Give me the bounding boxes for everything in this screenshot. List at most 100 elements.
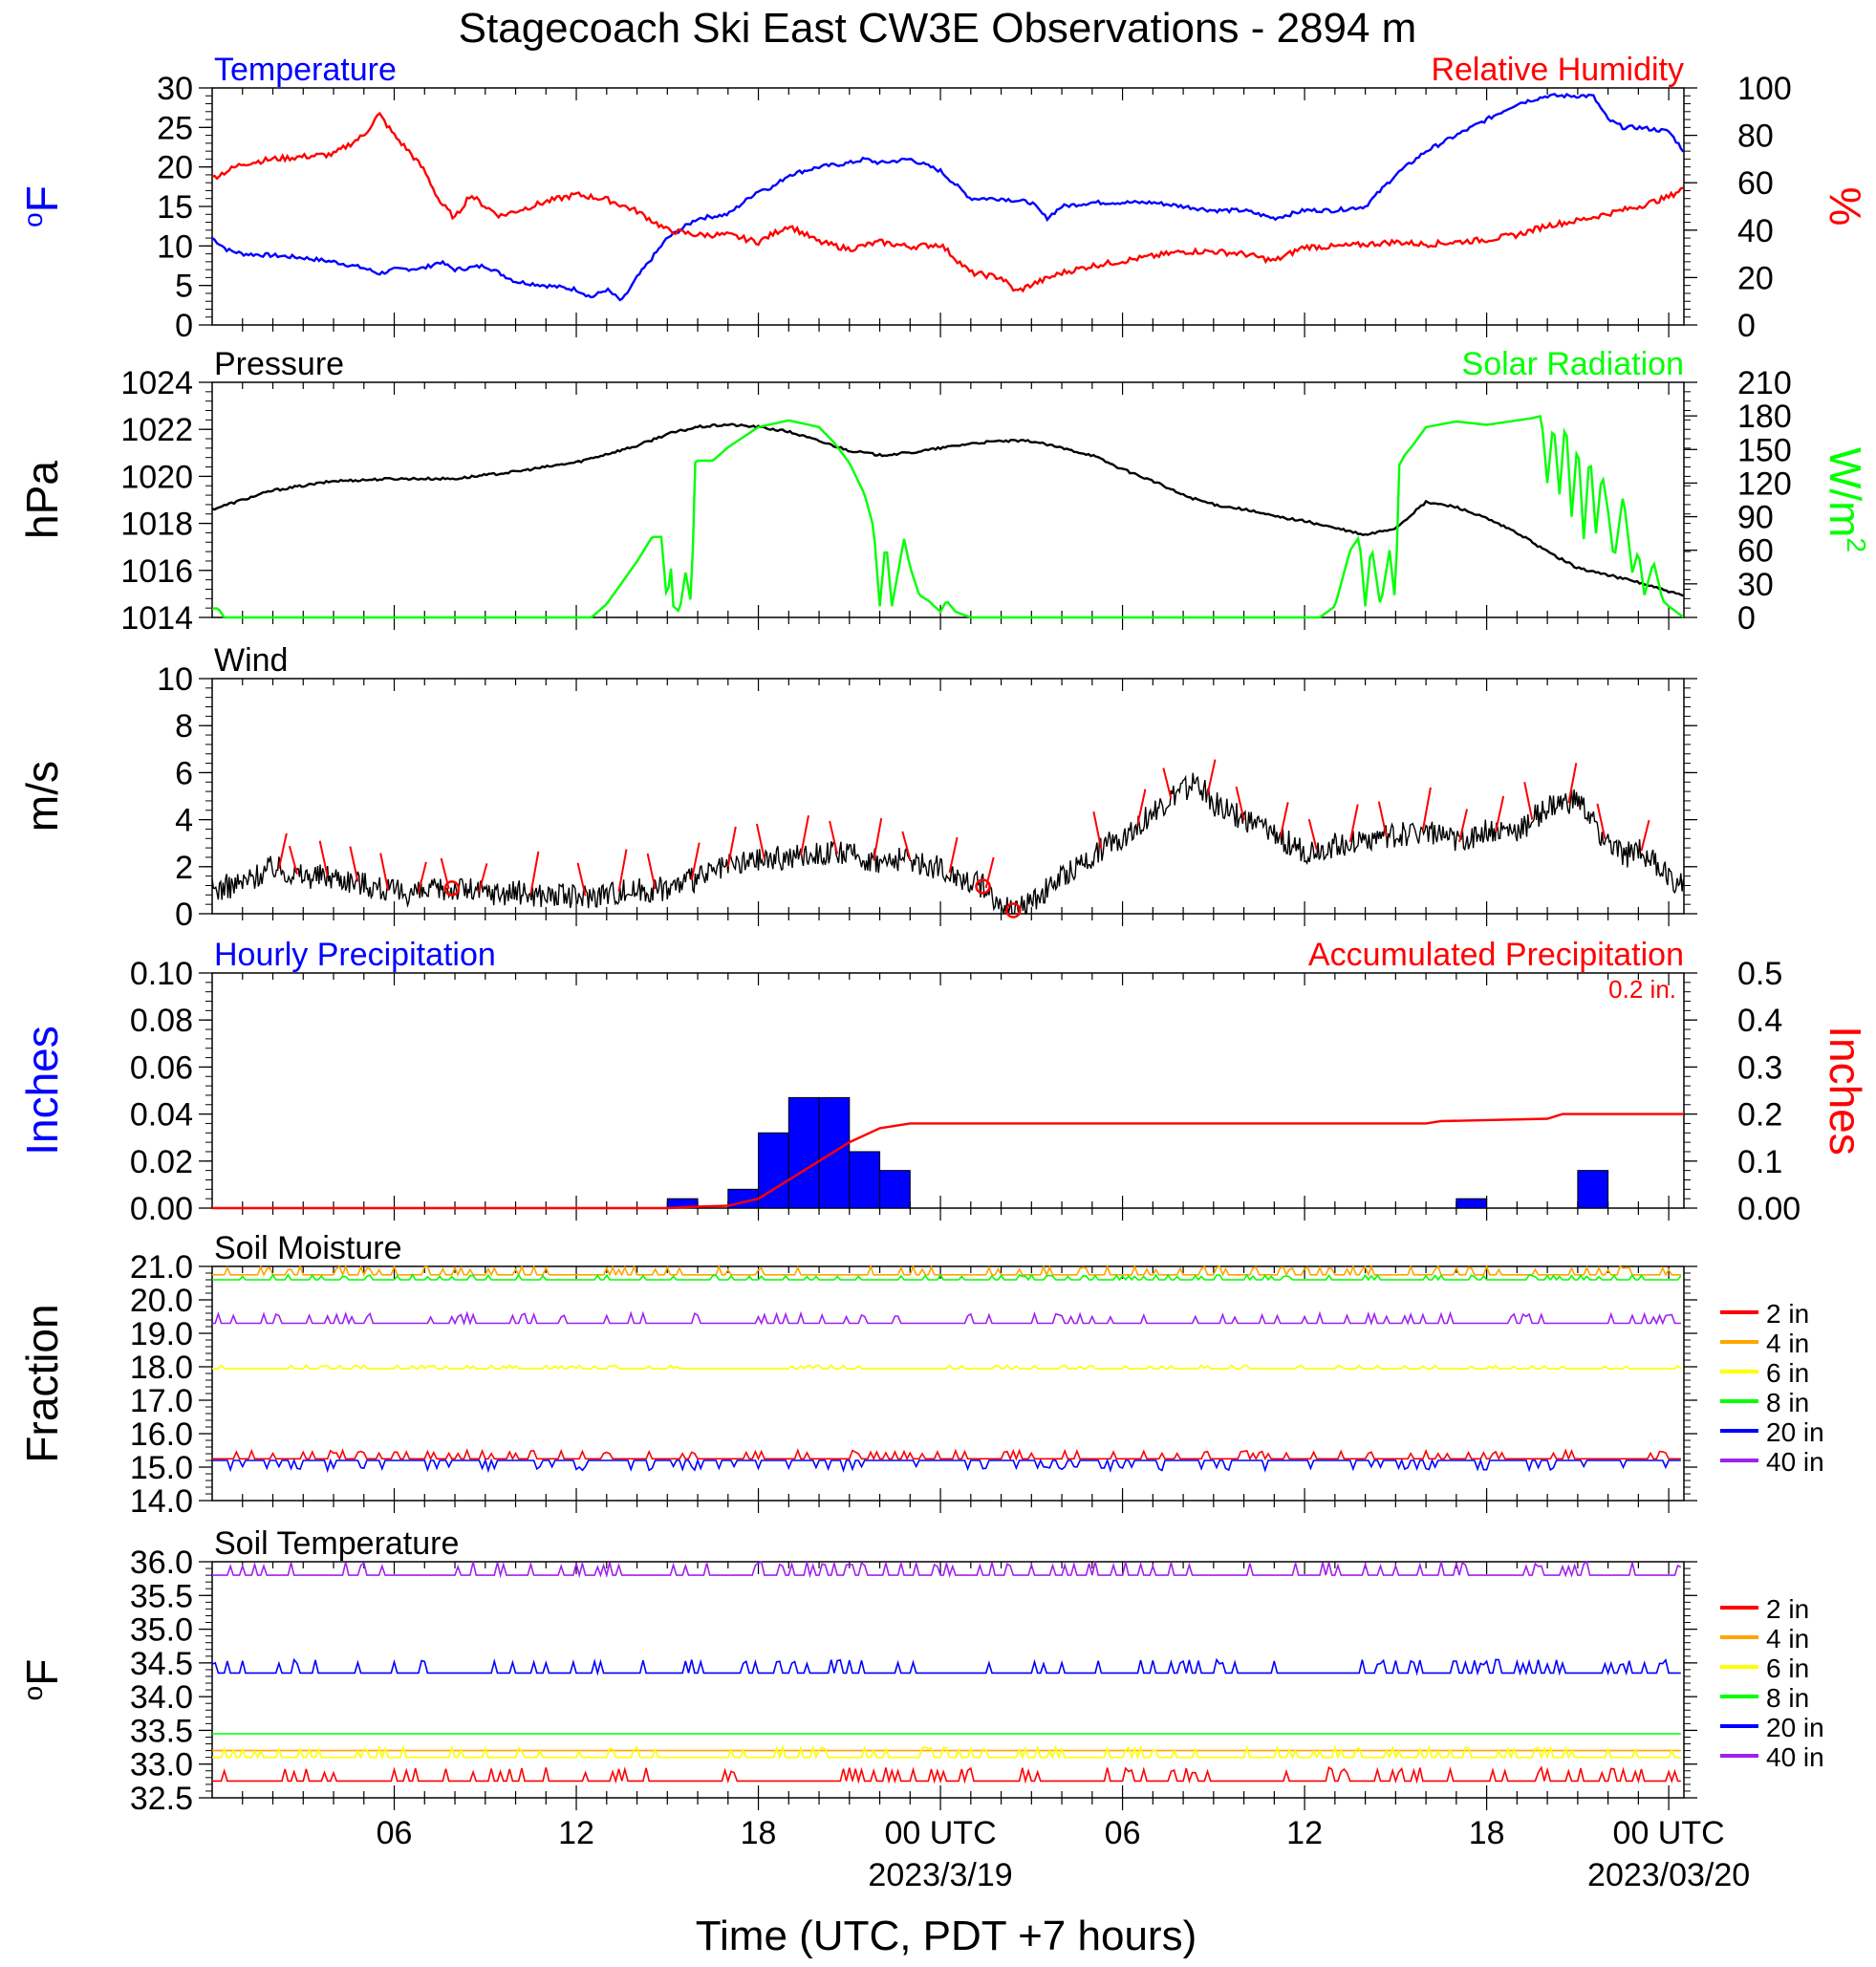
y-axis-label-left: hPa (17, 461, 67, 539)
y-right-tick-label: 150 (1737, 432, 1792, 468)
wind-barb (690, 842, 701, 881)
series-pressure (211, 422, 1684, 597)
wind-barb (1136, 789, 1147, 825)
wind-barb (800, 814, 809, 856)
wind-barb (318, 840, 329, 876)
panel-title-left: Temperature (214, 52, 397, 88)
legend-label: 20 in (1766, 1713, 1824, 1742)
panel-title-right: Accumulated Precipitation (1308, 937, 1684, 973)
wind-barb (1495, 795, 1505, 832)
wind-barb (379, 853, 390, 892)
series-20-in (212, 1458, 1681, 1474)
panel-title-left: Soil Moisture (214, 1230, 402, 1266)
y-tick-label: 34.5 (130, 1646, 193, 1682)
y-tick-label: 0.00 (130, 1191, 193, 1227)
wind-barb (1162, 767, 1173, 799)
y-tick-label: 16.0 (130, 1416, 193, 1453)
panel-frame (211, 87, 1685, 326)
y-right-tick-label: 40 (1737, 213, 1774, 249)
wind-barb (1567, 763, 1578, 804)
wind-barb (1458, 809, 1469, 843)
wind-barb (478, 863, 488, 893)
y-tick-label: 30 (157, 71, 193, 107)
precip-bar (879, 1170, 911, 1209)
y-right-tick-label: 100 (1737, 71, 1792, 107)
x-tick-date: 2023/3/19 (868, 1857, 1012, 1893)
y-tick-label: 0.10 (130, 956, 193, 992)
panel-pres_solar (199, 381, 1697, 630)
calm-wind-marker (1005, 902, 1022, 919)
y-tick-label: 4 (175, 803, 193, 839)
series-accumulated-precipitation (212, 1113, 1684, 1210)
wind-barb (417, 861, 427, 894)
y-right-tick-label: 0.2 (1737, 1097, 1782, 1134)
y-tick-label: 25 (157, 110, 193, 146)
x-tick-label: 00 UTC (1613, 1815, 1725, 1851)
y-right-tick-label: 0 (1737, 308, 1756, 344)
y-tick-label: 1024 (120, 365, 193, 401)
y-right-tick-label: 0.5 (1737, 956, 1782, 992)
panel-frame (211, 1265, 1685, 1502)
y-tick-label: 20 (157, 150, 193, 186)
y-axis-label-left: Fraction (17, 1304, 67, 1462)
y-tick-label: 5 (175, 269, 193, 305)
wind-barb (1523, 782, 1534, 820)
y-tick-label: 20.0 (130, 1283, 193, 1319)
y-tick-label: 2 (175, 850, 193, 886)
x-tick-label: 18 (1469, 1815, 1505, 1851)
panel-soil_moist (199, 1264, 1758, 1513)
legend-label: 6 in (1766, 1654, 1809, 1683)
wind-barb (1640, 819, 1650, 852)
y-tick-label: 0 (175, 308, 193, 344)
y-right-tick-label: 0.4 (1737, 1003, 1782, 1039)
x-tick-label: 06 (1105, 1815, 1141, 1851)
y-right-tick-label: 180 (1737, 399, 1792, 435)
x-axis-label: Time (UTC, PDT +7 hours) (696, 1913, 1197, 1959)
calm-wind-marker (443, 880, 461, 897)
y-tick-label: 21.0 (130, 1249, 193, 1286)
y-tick-label: 33.0 (130, 1747, 193, 1783)
panel-frame (211, 972, 1685, 1209)
x-tick-label: 12 (1286, 1815, 1323, 1851)
y-axis-label-left: m/s (17, 761, 67, 832)
wind-barb (873, 817, 883, 861)
y-tick-label: 15 (157, 189, 193, 226)
precip-bar (1456, 1198, 1488, 1209)
wind-barb (277, 832, 288, 869)
y-tick-label: 15.0 (130, 1450, 193, 1486)
wind-barb (829, 820, 839, 854)
y-axis-label-right: % (1821, 187, 1870, 227)
y-right-tick-label: 210 (1737, 365, 1792, 401)
wind-barb (349, 846, 359, 882)
series-6-in (212, 1744, 1681, 1761)
panel-title-left: Pressure (214, 346, 344, 382)
panel-temp_rh (199, 87, 1697, 337)
series-2-in (212, 1448, 1681, 1461)
y-tick-label: 1014 (120, 600, 193, 637)
series-6-in (212, 1364, 1682, 1370)
legend-label: 8 in (1766, 1683, 1809, 1713)
wind-barb (726, 826, 737, 867)
y-tick-label: 18.0 (130, 1350, 193, 1386)
y-axis-label-left: oF (17, 1659, 67, 1701)
series-8-in (212, 1273, 1682, 1282)
y-tick-label: 35.5 (130, 1578, 193, 1614)
series-40-in (212, 1310, 1681, 1327)
chart-title: Stagecoach Ski East CW3E Observations - … (459, 5, 1417, 52)
legend-label: 8 in (1766, 1388, 1809, 1417)
y-axis-label-right: Inches (1821, 1026, 1870, 1156)
y-right-tick-label: 120 (1737, 465, 1792, 502)
wind-barb (1206, 759, 1217, 795)
x-tick-label: 12 (558, 1815, 594, 1851)
y-tick-label: 0.08 (130, 1003, 193, 1039)
y-tick-label: 14.0 (130, 1483, 193, 1520)
y-tick-label: 36.0 (130, 1545, 193, 1581)
wind-barb (1377, 801, 1388, 837)
legend-label: 4 in (1766, 1624, 1809, 1654)
wind-barb (755, 823, 765, 860)
legend-label: 4 in (1766, 1329, 1809, 1358)
panel-soil_temp (199, 1560, 1758, 1810)
series-40-in (212, 1560, 1682, 1579)
panel-wind (199, 678, 1697, 926)
